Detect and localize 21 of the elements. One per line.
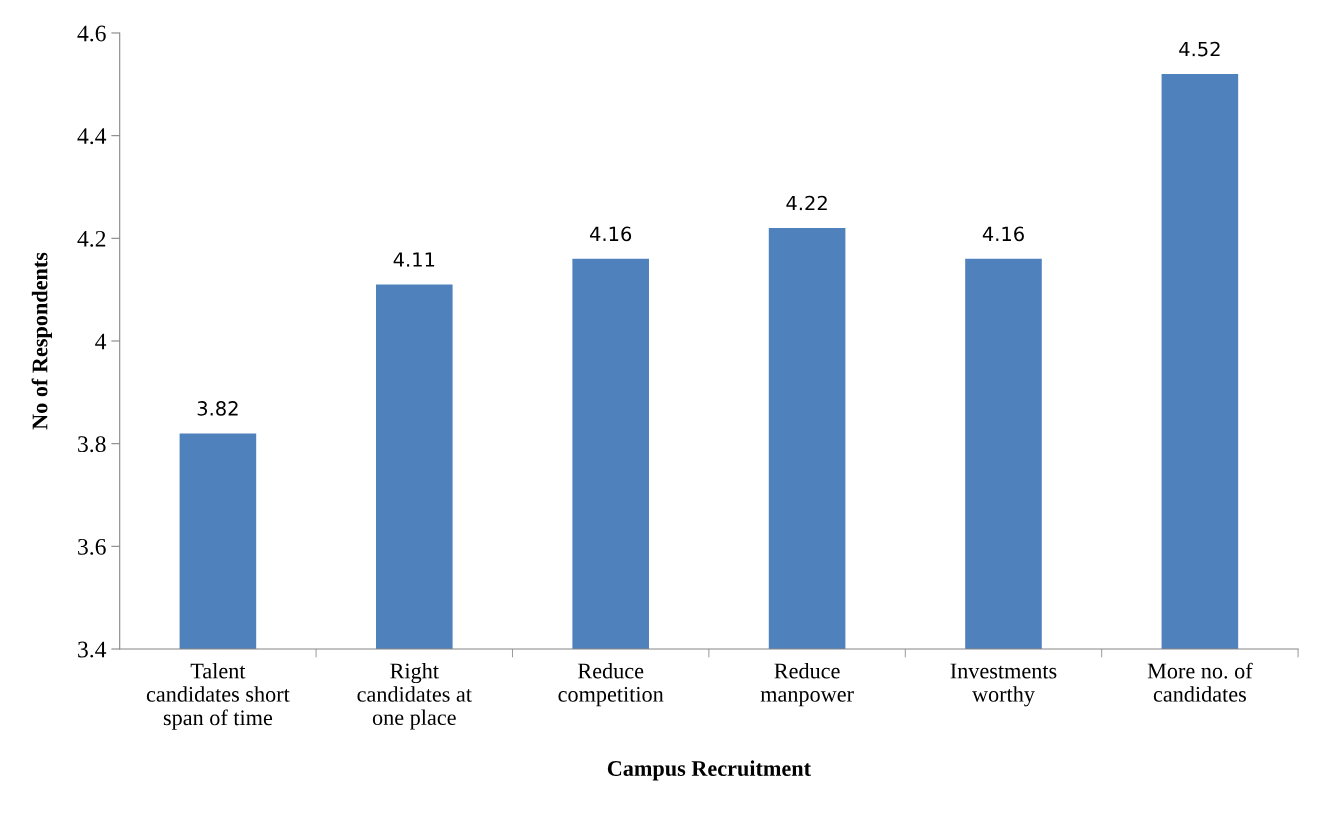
y-tick-label: 4.4 bbox=[77, 128, 107, 145]
x-tick-label: Reduce manpower bbox=[760, 662, 854, 707]
x-tick-label: Talent candidates short span of time bbox=[146, 662, 290, 730]
x-tick-label: Reduce competition bbox=[558, 662, 664, 707]
data-label: 4.52 bbox=[1179, 41, 1220, 57]
data-label: 3.82 bbox=[197, 401, 238, 416]
y-tick-label: 4.6 bbox=[77, 25, 106, 42]
data-label: 4.22 bbox=[786, 195, 827, 211]
data-label: 4.16 bbox=[982, 226, 1024, 242]
x-axis-title: Campus Recruitment bbox=[607, 760, 811, 781]
y-tick-label: 3.6 bbox=[78, 538, 106, 555]
x-tick-label: Right candidates at one place bbox=[357, 662, 472, 730]
x-tick-label: Investments worthy bbox=[950, 663, 1057, 707]
y-tick-label: 4.2 bbox=[77, 230, 106, 247]
data-label: 4.16 bbox=[590, 226, 632, 242]
data-label: 4.11 bbox=[393, 252, 435, 267]
y-tick-label: 3.4 bbox=[78, 641, 107, 658]
y-tick-label: 3.8 bbox=[78, 436, 106, 453]
x-tick-label: More no. of candidates bbox=[1147, 662, 1253, 702]
y-axis-title: No of Respondents bbox=[31, 252, 52, 430]
y-tick-label: 4 bbox=[95, 333, 107, 350]
